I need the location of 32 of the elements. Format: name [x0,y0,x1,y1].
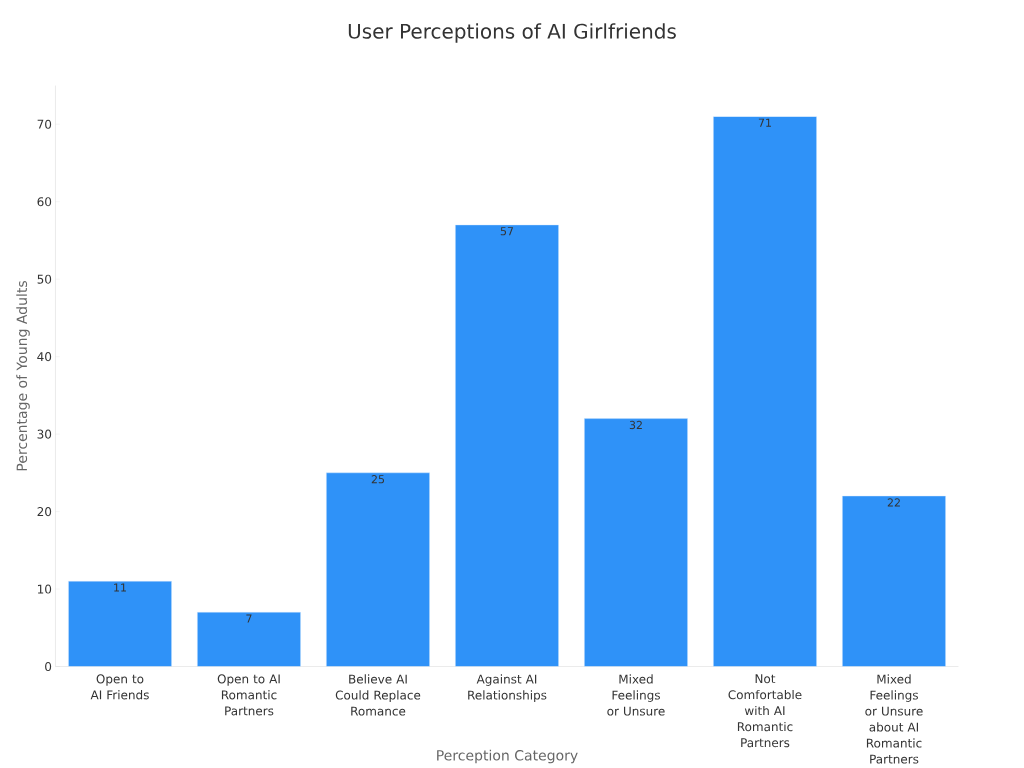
data-label: 32 [629,420,642,430]
x-tick-label: Against AI Relationships [468,674,547,702]
y-axis-title: Percentage of Young Adults [16,281,30,471]
y-tick-label: 40 [37,352,52,362]
y-tick-label: 50 [37,274,52,284]
bar [326,472,430,667]
data-label: 22 [887,498,900,507]
x-tick-label: Open to AI Romantic Partners [217,674,280,716]
data-label: 71 [758,118,771,127]
y-tick-label: 60 [37,197,52,207]
y-tick-label: 10 [37,584,52,594]
data-label: 7 [246,614,252,623]
chart-title: User Perceptions of AI Girlfriends [348,23,676,43]
data-label: 57 [500,227,514,236]
y-tick-label: 70 [37,119,52,129]
bar [842,495,946,667]
bar [455,224,559,667]
y-tick-label: 30 [37,429,52,439]
bar [584,418,688,667]
x-tick-label: Not Comfortable with AI Romantic Partners [728,674,802,748]
x-tick-label: Believe AI Could Replace Romance [335,674,421,716]
x-axis-title: Perception Category [437,749,578,764]
data-label: 11 [114,583,126,592]
bar [68,581,172,667]
x-tick-label: Mixed Feelings or Unsure [607,674,665,716]
y-tick-label: 0 [45,661,52,672]
x-tick-label: Open to AI Friends [90,674,149,700]
bar [713,116,817,667]
data-label: 25 [371,475,385,484]
y-tick-label: 20 [37,507,52,517]
bar [197,612,301,667]
x-tick-label: Mixed Feelings or Unsure about AI Romantic Partners [865,674,923,764]
